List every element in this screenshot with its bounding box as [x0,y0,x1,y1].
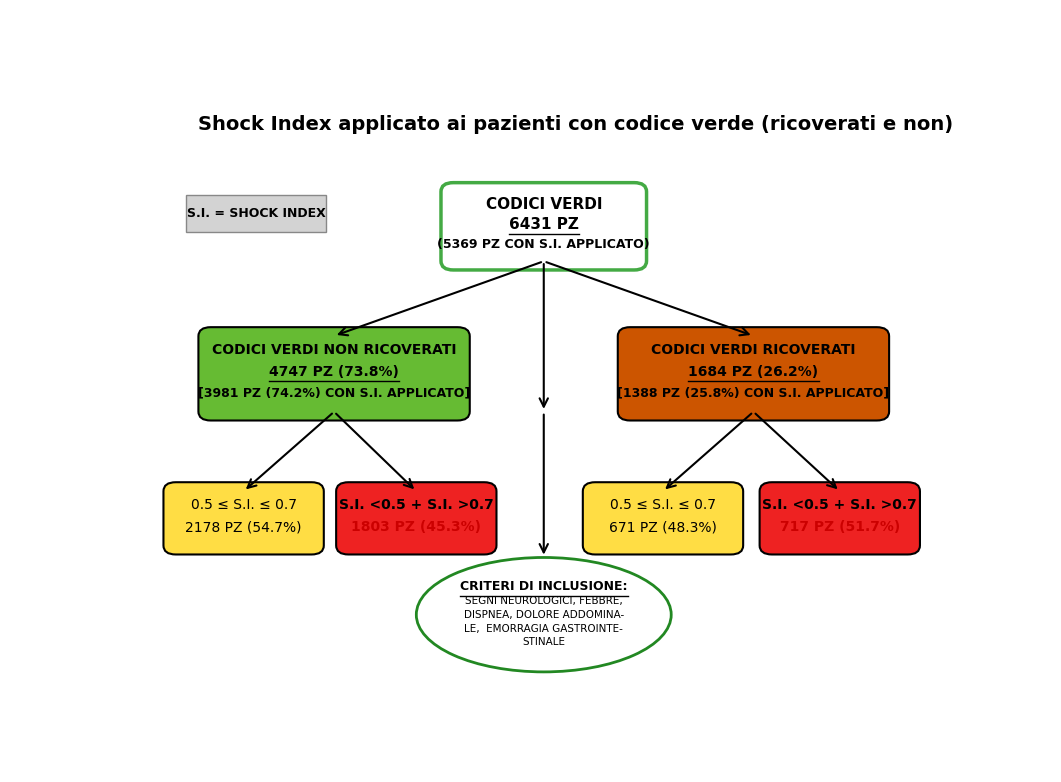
Text: 671 PZ (48.3%): 671 PZ (48.3%) [609,520,717,534]
Text: CODICI VERDI NON RICOVERATI: CODICI VERDI NON RICOVERATI [212,343,456,357]
Text: CRITERI DI INCLUSIONE:: CRITERI DI INCLUSIONE: [460,580,627,594]
Text: 6431 PZ: 6431 PZ [509,217,578,231]
Text: 717 PZ (51.7%): 717 PZ (51.7%) [780,520,900,534]
FancyBboxPatch shape [441,183,646,270]
FancyBboxPatch shape [582,482,743,554]
Text: Shock Index applicato ai pazienti con codice verde (ricoverati e non): Shock Index applicato ai pazienti con co… [198,115,954,134]
Text: 2178 PZ (54.7%): 2178 PZ (54.7%) [186,520,302,534]
FancyBboxPatch shape [163,482,324,554]
Text: CODICI VERDI RICOVERATI: CODICI VERDI RICOVERATI [651,343,855,357]
FancyBboxPatch shape [760,482,920,554]
Text: (5369 PZ CON S.I. APPLICATO): (5369 PZ CON S.I. APPLICATO) [437,238,650,250]
FancyBboxPatch shape [618,327,889,421]
Text: [3981 PZ (74.2%) CON S.I. APPLICATO]: [3981 PZ (74.2%) CON S.I. APPLICATO] [198,386,470,400]
Ellipse shape [416,558,672,672]
Text: S.I. <0.5 + S.I. >0.7: S.I. <0.5 + S.I. >0.7 [338,498,493,512]
Text: 0.5 ≤ S.I. ≤ 0.7: 0.5 ≤ S.I. ≤ 0.7 [191,498,297,512]
Text: S.I. <0.5 + S.I. >0.7: S.I. <0.5 + S.I. >0.7 [763,498,917,512]
Text: 1684 PZ (26.2%): 1684 PZ (26.2%) [689,364,818,378]
Text: S.I. = SHOCK INDEX: S.I. = SHOCK INDEX [187,207,326,221]
FancyBboxPatch shape [186,195,326,232]
Text: LE,  EMORRAGIA GASTROINTE-: LE, EMORRAGIA GASTROINTE- [465,623,623,633]
Text: 4747 PZ (73.8%): 4747 PZ (73.8%) [269,364,399,378]
Text: SEGNI NEUROLOGICI, FEBBRE,: SEGNI NEUROLOGICI, FEBBRE, [465,596,623,606]
Text: DISPNEA, DOLORE ADDOMINA-: DISPNEA, DOLORE ADDOMINA- [464,610,624,619]
FancyBboxPatch shape [336,482,497,554]
Text: 1803 PZ (45.3%): 1803 PZ (45.3%) [351,520,482,534]
Text: 0.5 ≤ S.I. ≤ 0.7: 0.5 ≤ S.I. ≤ 0.7 [610,498,716,512]
Text: STINALE: STINALE [522,637,566,647]
Text: CODICI VERDI: CODICI VERDI [486,197,602,212]
Text: [1388 PZ (25.8%) CON S.I. APPLICATO]: [1388 PZ (25.8%) CON S.I. APPLICATO] [618,386,889,400]
FancyBboxPatch shape [198,327,470,421]
